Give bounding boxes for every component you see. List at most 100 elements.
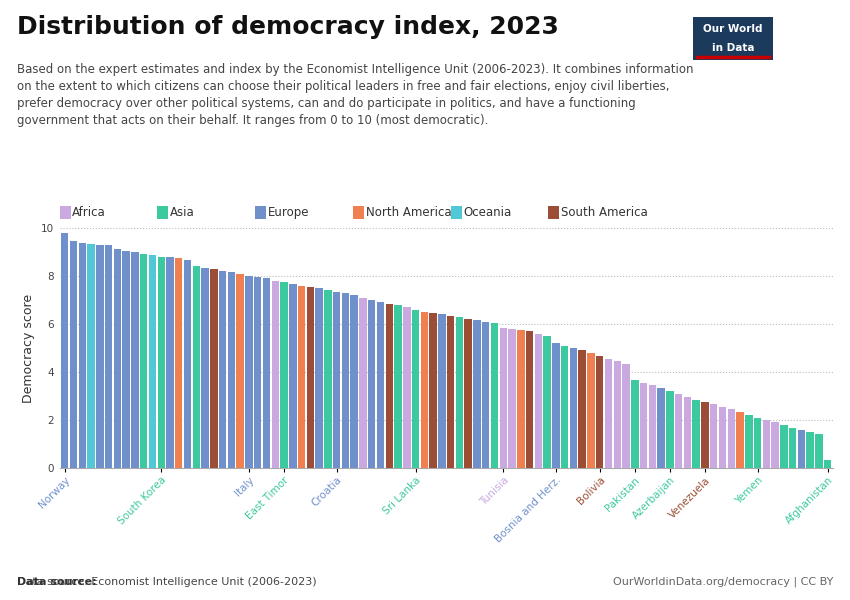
Bar	[394, 305, 402, 468]
Bar	[464, 319, 472, 468]
Bar	[167, 257, 173, 468]
Text: Africa: Africa	[72, 206, 106, 219]
Bar	[333, 292, 340, 468]
Bar	[254, 277, 262, 468]
Bar	[122, 251, 130, 468]
Bar	[789, 428, 796, 468]
Text: in Data: in Data	[711, 43, 755, 53]
Bar	[421, 312, 428, 468]
Bar	[710, 404, 717, 468]
Bar	[780, 425, 788, 468]
Bar	[745, 415, 752, 468]
Bar	[78, 242, 86, 468]
Bar	[105, 245, 112, 468]
Text: Based on the expert estimates and index by the Economist Intelligence Unit (2006: Based on the expert estimates and index …	[17, 63, 694, 127]
Bar	[640, 383, 648, 468]
Bar	[675, 394, 683, 468]
Bar	[70, 241, 77, 468]
Bar	[88, 244, 95, 468]
Bar	[368, 300, 376, 468]
Bar	[228, 272, 235, 468]
Bar	[543, 335, 551, 468]
Bar	[508, 329, 516, 468]
Bar	[140, 254, 147, 468]
Bar	[280, 282, 288, 468]
Y-axis label: Democracy score: Democracy score	[22, 293, 35, 403]
Bar	[114, 248, 121, 468]
Bar	[561, 346, 569, 468]
Bar	[762, 420, 770, 468]
Bar	[807, 432, 814, 468]
Bar	[307, 287, 314, 468]
Bar	[96, 245, 104, 468]
Bar	[175, 258, 183, 468]
Bar	[535, 334, 542, 468]
Bar	[360, 298, 366, 468]
Bar	[412, 310, 419, 468]
Bar	[236, 274, 244, 468]
Bar	[693, 400, 700, 468]
Bar	[271, 281, 279, 468]
Bar	[456, 317, 463, 468]
Bar	[500, 328, 507, 468]
Bar	[824, 460, 831, 468]
Bar	[815, 434, 823, 468]
Text: South America: South America	[561, 206, 648, 219]
Bar	[622, 364, 630, 468]
Bar	[517, 330, 524, 468]
Text: Oceania: Oceania	[463, 206, 512, 219]
Bar	[149, 256, 156, 468]
Bar	[701, 402, 709, 468]
Bar	[754, 418, 762, 468]
Bar	[596, 356, 603, 468]
Bar	[298, 286, 305, 468]
Text: Data source:: Data source:	[17, 577, 97, 587]
Bar	[614, 361, 621, 468]
Text: North America: North America	[366, 206, 451, 219]
Bar	[315, 288, 323, 468]
Bar	[649, 385, 656, 468]
Bar	[526, 331, 533, 468]
Bar	[666, 391, 673, 468]
Text: Asia: Asia	[170, 206, 195, 219]
Bar	[429, 313, 437, 468]
Bar	[324, 290, 332, 468]
Bar	[210, 269, 218, 468]
Bar	[657, 388, 665, 468]
Bar	[447, 316, 455, 468]
Text: Data source: Economist Intelligence Unit (2006-2023): Data source: Economist Intelligence Unit…	[17, 577, 316, 587]
Bar	[570, 348, 577, 468]
Bar	[350, 295, 358, 468]
Bar	[342, 293, 349, 468]
Text: OurWorldinData.org/democracy | CC BY: OurWorldinData.org/democracy | CC BY	[613, 576, 833, 587]
Bar	[219, 271, 226, 468]
Bar	[403, 307, 411, 468]
Bar	[377, 302, 384, 468]
Bar	[61, 233, 69, 468]
Bar	[289, 284, 297, 468]
Text: Distribution of democracy index, 2023: Distribution of democracy index, 2023	[17, 15, 559, 39]
Bar	[193, 266, 200, 468]
Bar	[490, 323, 498, 468]
Bar	[719, 407, 726, 468]
Bar	[736, 412, 744, 468]
Bar	[631, 380, 638, 468]
Bar	[579, 350, 586, 468]
Bar	[797, 430, 805, 468]
Bar	[473, 320, 480, 468]
Text: Our World: Our World	[703, 24, 763, 34]
Bar	[438, 314, 445, 468]
Bar	[482, 322, 490, 468]
Bar	[386, 304, 393, 468]
Bar	[184, 260, 191, 468]
Bar	[683, 397, 691, 468]
Bar	[157, 257, 165, 468]
Bar	[245, 276, 252, 468]
Bar	[552, 343, 559, 468]
Bar	[201, 268, 209, 468]
Bar	[131, 252, 139, 468]
Bar	[604, 359, 612, 468]
Bar	[772, 422, 779, 468]
Bar	[728, 409, 735, 468]
Bar	[587, 353, 595, 468]
